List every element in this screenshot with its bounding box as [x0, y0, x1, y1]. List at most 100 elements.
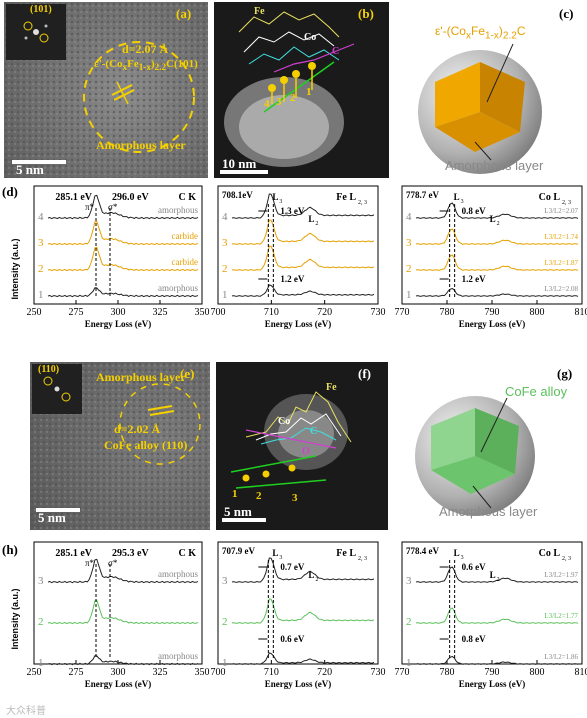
shift-top-co: 0.6 eV [462, 562, 486, 572]
stem-overlay-f [222, 391, 352, 522]
series-name-ck: amorphous [158, 651, 198, 661]
l3-sub-fe: 3 [279, 199, 282, 205]
title-sub-fe: 2, 3 [358, 200, 367, 206]
point-2-b: 2 [290, 92, 296, 104]
x-tick-label-co: 780 [440, 667, 455, 678]
x-axis-label-co: Energy Loss (eV) [459, 319, 526, 329]
l2-label-co: L [490, 570, 496, 580]
amorphous-label-e: Amorphous layer [96, 370, 186, 384]
shift-top-co: 0.8 eV [462, 206, 486, 216]
series-number-ck: 3 [38, 575, 44, 587]
x-axis-label-fe: Energy Loss (eV) [265, 319, 332, 329]
stem-image-b: (b) Fe Co C 4 3 2 1 10 nm [214, 2, 389, 178]
l3-sub-co: 3 [461, 199, 464, 205]
series-number-co: 1 [406, 657, 412, 669]
plot-frame-ck [33, 541, 203, 665]
spectrum-line-fe [231, 598, 375, 624]
fe-label-f: Fe [326, 382, 337, 393]
co-label-b: Co [304, 32, 317, 43]
pi-star-ck: π* [85, 558, 95, 568]
core-label-g: CoFe alloy [505, 384, 568, 399]
x-tick-label-ck: 275 [69, 667, 84, 678]
series-name-ck: carbide [172, 257, 198, 267]
l2-label-fe: L [308, 570, 314, 580]
series-number-fe: 1 [222, 289, 228, 301]
series-number-ck: 1 [38, 289, 44, 301]
l3-l2-ratio-co: L3/L2=1.86 [544, 653, 578, 661]
l2-sub-fe: 2 [315, 221, 318, 227]
x-tick-label-fe: 710 [264, 307, 279, 318]
spectrum-line-fe [231, 652, 375, 665]
watermark: 大众科普 [6, 706, 46, 717]
title-sub-fe: 2, 3 [358, 556, 367, 562]
title-fe: Fe L [336, 548, 356, 559]
title-ck: C K [179, 192, 197, 203]
x-tick-label-fe: 730 [371, 667, 386, 678]
spectrum-line-ck [47, 194, 199, 220]
l3-l2-ratio-co: L3/L2=2.08 [544, 285, 578, 293]
l3-label-fe: L [272, 548, 278, 558]
peak-label-fe: 708.1eV [222, 190, 253, 200]
spectrum-line-co [415, 202, 579, 219]
spectrum-line-co [415, 254, 579, 271]
x-tick-label-ck: 325 [153, 667, 168, 678]
peak2-label-ck: 296.0 eV [112, 192, 149, 203]
x-tick-label-ck: 325 [153, 307, 168, 318]
title-fe: Fe L [336, 192, 356, 203]
panel-letter-c: (c) [559, 6, 574, 21]
panel-letter-g: (g) [557, 366, 573, 381]
spectra-row-d: 250 275 300 325 350 Energy Loss (eV) 4 amorphou… [27, 185, 587, 329]
series-number-co: 1 [406, 289, 412, 301]
panel-letter-b: (b) [358, 6, 374, 21]
plot-frame-fe [217, 541, 379, 665]
spectrum-line-co [415, 655, 579, 665]
peak1-label-ck: 285.1 eV [55, 192, 92, 203]
point-2-f: 2 [256, 490, 262, 502]
point-1-f: 1 [232, 488, 238, 500]
tem-image-a: (101) (a) d=2.07 Å ε'-(CoxFe1-x)2.2C(101… [4, 2, 208, 178]
x-tick-label-fe: 720 [317, 307, 332, 318]
scale-bar-label-f: 5 nm [224, 504, 252, 519]
series-number-ck: 2 [38, 263, 44, 275]
tem-texture-e [30, 362, 210, 530]
sphere-diagram-c [418, 43, 542, 174]
c-label-f: C [310, 426, 318, 437]
x-tick-label-ck: 300 [111, 307, 126, 318]
panel-letter-d: (d) [2, 184, 18, 199]
x-axis-label-ck: Energy Loss (eV) [85, 319, 152, 329]
fft-label-e: (110) [38, 364, 60, 375]
tem-image-e: (110) (e) Amorphous layer d=2.02 Å CoFe … [30, 362, 210, 530]
spectrum-line-ck [47, 220, 199, 246]
stem-overlay-b [220, 11, 355, 174]
x-tick-label-ck: 350 [195, 307, 210, 318]
series-number-fe: 2 [222, 616, 228, 628]
x-tick-label-co: 800 [530, 307, 545, 318]
spectrum-line-fe [231, 557, 375, 583]
schematic-c: (c) ε'-(CoxFe1-x)2.2C Amorphous layer [395, 2, 585, 180]
shift-top-fe: 0.7 eV [280, 562, 304, 572]
sigma-star-ck: σ* [108, 558, 118, 568]
title-sub-co: 2, 3 [562, 200, 571, 206]
x-tick-label-ck: 350 [195, 667, 210, 678]
l3-l2-ratio-co: L3/L2=1.97 [544, 571, 578, 579]
point-3-f: 3 [292, 492, 298, 504]
l2-label-co: L [490, 214, 496, 224]
d-spacing-e: d=2.02 Å [114, 422, 161, 436]
c-label-b: C [332, 46, 340, 57]
spectrum-line-ck [47, 655, 199, 666]
series-number-ck: 2 [38, 616, 44, 628]
series-name-ck: amorphous [158, 205, 198, 215]
x-tick-label-fe: 710 [264, 667, 279, 678]
series-number-ck: 3 [38, 237, 44, 249]
point-4-b: 4 [264, 98, 270, 110]
spectrum-line-ck [47, 287, 199, 298]
panel-letter-h: (h) [2, 542, 18, 557]
series-number-co: 2 [406, 263, 412, 275]
panel-letter-e: (e) [180, 366, 195, 381]
l3-label-co: L [454, 548, 460, 558]
x-tick-label-ck: 300 [111, 667, 126, 678]
x-tick-label-co: 770 [395, 667, 410, 678]
o-label-f: O [302, 446, 310, 457]
l2-sub-fe: 2 [315, 577, 318, 583]
x-tick-label-fe: 720 [317, 667, 332, 678]
